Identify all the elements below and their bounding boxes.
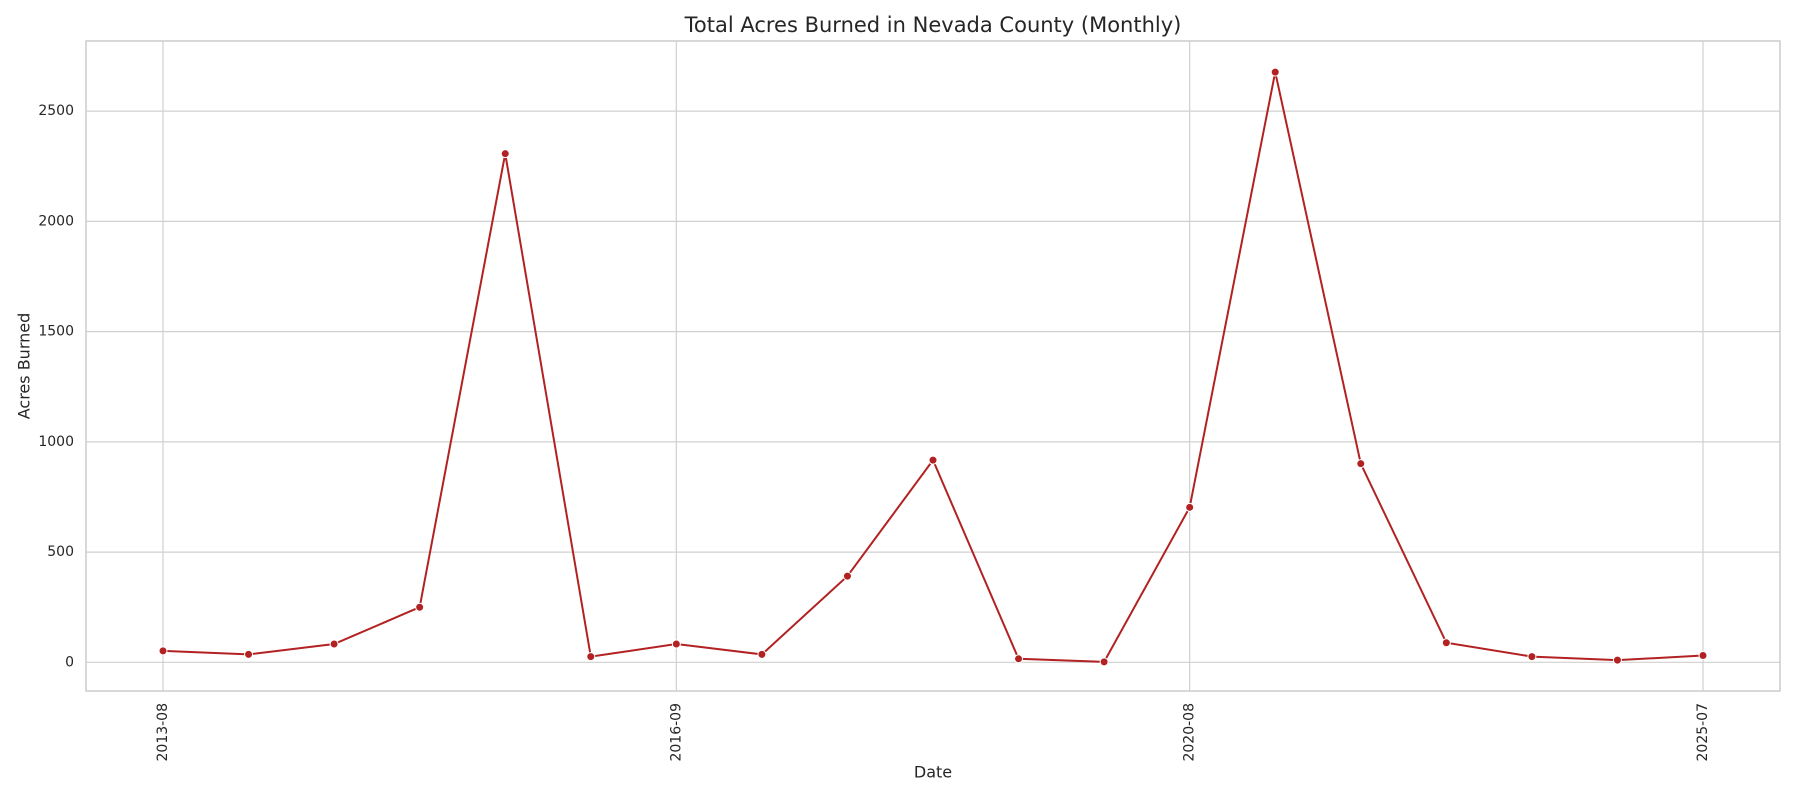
y-tick-label: 500 xyxy=(47,544,74,560)
data-point xyxy=(329,639,339,649)
data-point xyxy=(1612,655,1622,665)
y-tick-label: 2500 xyxy=(38,103,74,119)
data-point xyxy=(757,649,767,659)
x-tick-label: 2020-08 xyxy=(1182,703,1198,762)
data-point xyxy=(415,602,425,612)
data-point xyxy=(1527,652,1537,662)
data-point xyxy=(1014,654,1024,664)
data-point xyxy=(1441,638,1451,648)
y-tick-label: 1000 xyxy=(38,434,74,450)
x-axis-label: Date xyxy=(914,763,952,782)
data-point xyxy=(928,455,938,465)
y-tick-label: 0 xyxy=(65,654,74,670)
data-point xyxy=(158,646,168,656)
data-point xyxy=(586,652,596,662)
data-point xyxy=(1099,657,1109,667)
data-point xyxy=(671,639,681,649)
x-tick-label: 2016-09 xyxy=(668,703,684,762)
data-point xyxy=(1356,459,1366,469)
chart-title: Total Acres Burned in Nevada County (Mon… xyxy=(684,13,1182,37)
data-point xyxy=(842,571,852,581)
data-point xyxy=(244,649,254,659)
data-point xyxy=(1185,502,1195,512)
y-axis-label: Acres Burned xyxy=(15,313,34,420)
x-tick-label: 2013-08 xyxy=(155,703,171,762)
y-tick-label: 2000 xyxy=(38,213,74,229)
plot-frame xyxy=(85,40,1781,692)
x-tick-label: 2025-07 xyxy=(1695,703,1711,762)
data-point xyxy=(1270,67,1280,77)
data-point xyxy=(500,149,510,159)
y-tick-label: 1500 xyxy=(38,324,74,340)
data-point xyxy=(1698,651,1708,661)
